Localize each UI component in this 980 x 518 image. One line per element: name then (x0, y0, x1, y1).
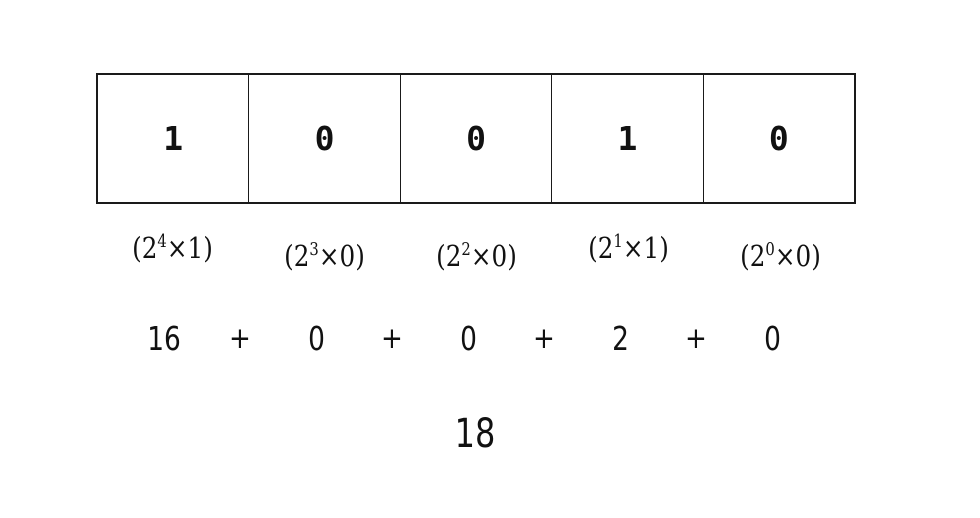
sum-value: 0 (307, 319, 325, 358)
bit-cell: 1 (98, 75, 250, 202)
expansion-multiplier: 1 (643, 230, 659, 265)
sum-value: 0 (459, 319, 477, 358)
expansion-base: 2 (445, 238, 461, 273)
expansion-exponent: 2 (460, 240, 471, 261)
sum-value-cell: 16 (88, 320, 240, 357)
expansion-exponent: 4 (156, 232, 167, 253)
expansion-open: ( (587, 230, 598, 265)
expansion-base: 2 (141, 230, 157, 265)
plus-operator: + (685, 321, 707, 355)
bit-value: 0 (314, 119, 335, 158)
expansion-term: (20×0) (740, 238, 821, 279)
expansion-multiplier: 0 (491, 238, 507, 273)
expansion-cell: (22×0) (400, 239, 552, 277)
bit-value: 1 (617, 119, 638, 158)
sum-value: 0 (763, 319, 781, 358)
expansion-close: ) (202, 230, 213, 265)
sum-value-cell: 0 (240, 320, 392, 357)
expansion-times: × (470, 238, 492, 273)
expansion-close: ) (354, 238, 365, 273)
bit-cell: 0 (249, 75, 401, 202)
bit-value: 1 (163, 119, 184, 158)
bit-boxes-row: 1 0 0 1 0 (96, 73, 856, 204)
expansion-multiplier: 0 (795, 238, 811, 273)
bit-value: 0 (768, 119, 789, 158)
sum-value-cell: 0 (696, 320, 848, 357)
sum-value: 2 (611, 319, 629, 358)
expansion-term: (24×1) (132, 230, 213, 271)
expansion-cell: (23×0) (248, 239, 400, 277)
result-value: 18 (454, 411, 496, 457)
expansion-base: 2 (597, 230, 613, 265)
expansion-open: ( (435, 238, 446, 273)
expansion-exponent: 3 (308, 240, 319, 261)
expansion-exponent: 1 (612, 232, 623, 253)
expansion-open: ( (283, 238, 294, 273)
bit-cell: 1 (552, 75, 704, 202)
sum-value: 16 (147, 319, 181, 358)
expansion-times: × (166, 230, 188, 265)
bit-value: 0 (466, 119, 486, 158)
expansion-times: × (774, 238, 796, 273)
plus-operator: + (533, 321, 555, 355)
expansion-close: ) (658, 230, 669, 265)
expansion-multiplier: 1 (187, 230, 203, 265)
expansion-term: (21×1) (588, 230, 669, 271)
expansion-term: (23×0) (284, 238, 365, 279)
sum-value-cell: 0 (392, 320, 544, 357)
sum-row: 16 0 0 2 0 + + + + (88, 320, 848, 357)
expansion-cell: (24×1) (96, 231, 248, 277)
expansion-multiplier: 0 (339, 238, 355, 273)
expansion-term: (22×0) (436, 238, 517, 279)
expansion-row: (24×1) (23×0) (22×0) (21×1) (20×0) (96, 231, 856, 277)
expansion-close: ) (506, 238, 517, 273)
expansion-base: 2 (293, 238, 309, 273)
expansion-times: × (318, 238, 340, 273)
expansion-open: ( (131, 230, 142, 265)
expansion-close: ) (810, 238, 821, 273)
expansion-open: ( (739, 238, 750, 273)
bit-cell: 0 (401, 75, 553, 202)
plus-operator: + (229, 321, 251, 355)
sum-value-cell: 2 (544, 320, 696, 357)
expansion-exponent: 0 (764, 240, 775, 261)
expansion-base: 2 (749, 238, 765, 273)
plus-operator: + (381, 321, 403, 355)
expansion-cell: (20×0) (704, 239, 856, 277)
bit-cell: 0 (704, 75, 854, 202)
expansion-cell: (21×1) (552, 231, 704, 277)
expansion-times: × (622, 230, 644, 265)
